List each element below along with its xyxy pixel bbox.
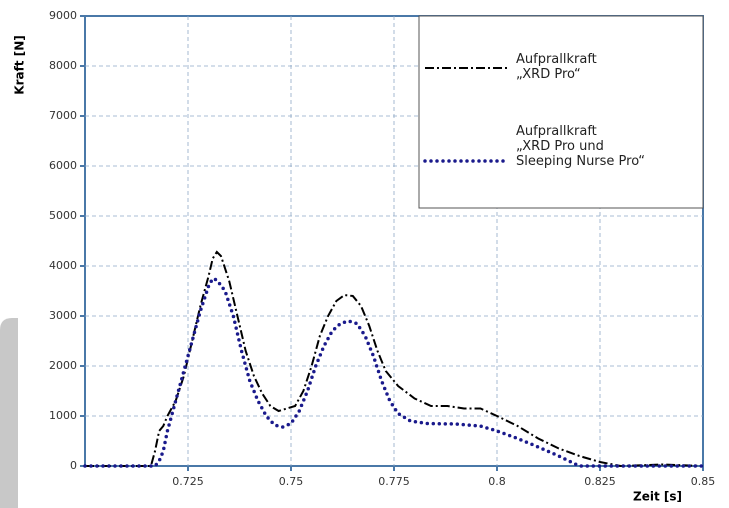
page: {"chart_data": {"type": "line", "xlabel"… — [0, 0, 729, 508]
y-tick-label: 1000 — [49, 409, 77, 422]
legend-label: Aufprallkraft „XRD Pro“ — [516, 52, 597, 82]
photo-fragment — [0, 318, 18, 508]
y-tick-label: 2000 — [49, 359, 77, 372]
legend-box — [419, 16, 703, 208]
x-axis-label: Zeit [s] — [633, 490, 682, 504]
legend-label: Aufprallkraft „XRD Pro und Sleeping Nurs… — [516, 124, 645, 169]
y-tick-label: 3000 — [49, 309, 77, 322]
x-tick-label: 0.8 — [488, 475, 506, 488]
y-tick-label: 5000 — [49, 209, 77, 222]
y-tick-label: 6000 — [49, 159, 77, 172]
x-tick-label: 0.775 — [378, 475, 410, 488]
x-tick-label: 0.825 — [584, 475, 616, 488]
y-tick-label: 7000 — [49, 109, 77, 122]
x-tick-label: 0.725 — [172, 475, 204, 488]
y-axis-label: Kraft [N] — [13, 35, 27, 94]
chart: Kraft [N] Zeit [s] 0 1000 2000 3000 4000 5000… — [0, 0, 729, 508]
y-tick-label: 9000 — [49, 9, 77, 22]
x-tick-label: 0.75 — [279, 475, 304, 488]
x-tick-label: 0.85 — [691, 475, 716, 488]
y-tick-label: 4000 — [49, 259, 77, 272]
y-tick-label: 0 — [70, 459, 77, 472]
y-tick-label: 8000 — [49, 59, 77, 72]
